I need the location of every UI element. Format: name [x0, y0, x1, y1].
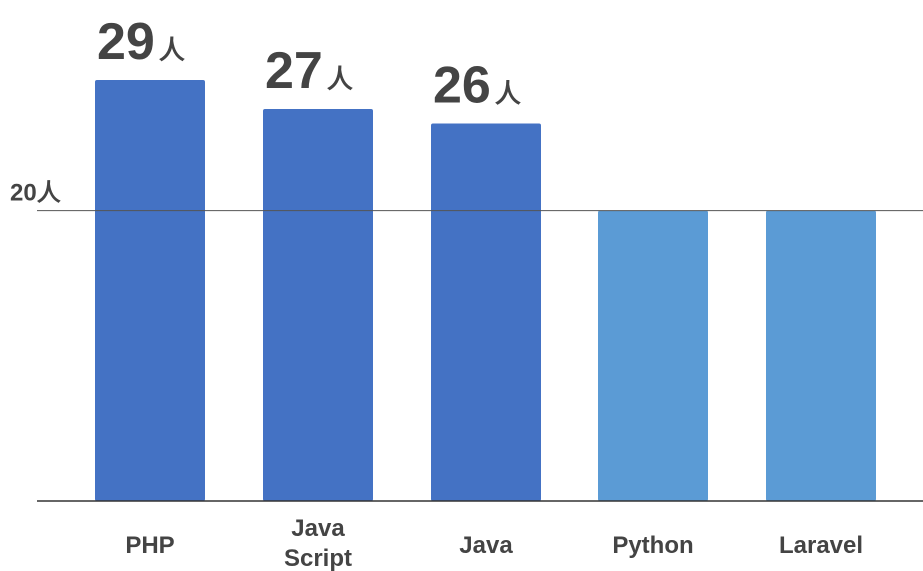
data-label-1: 27 人 — [265, 42, 353, 100]
data-label-unit: 人 — [159, 36, 185, 66]
bar-1 — [263, 109, 373, 501]
reference-line-label: 20人 — [10, 180, 61, 207]
data-label-unit: 人 — [327, 65, 353, 95]
data-label-2: 26 人 — [433, 57, 521, 115]
bar-3 — [598, 210, 708, 502]
data-label-unit: 人 — [495, 80, 521, 110]
bar-2 — [431, 123, 541, 501]
bar-4 — [766, 210, 876, 502]
data-label-number: 27 — [265, 42, 323, 100]
data-label-0: 29 人 — [97, 13, 185, 71]
bars-layer — [95, 80, 876, 502]
reference-layer: 20人 — [10, 180, 923, 212]
category-label-4: Laravel — [779, 532, 863, 559]
data-label-number: 29 — [97, 13, 155, 71]
category-label-line: Script — [284, 545, 352, 571]
category-label-2: Java — [459, 532, 513, 559]
category-label-1: Java Script — [284, 515, 352, 571]
category-labels-layer: PHP Java Script Java Python Laravel — [125, 515, 863, 571]
category-label-0: PHP — [125, 532, 174, 559]
category-label-3: Python — [612, 532, 693, 559]
bar-0 — [95, 80, 205, 501]
data-labels-layer: 29 人 27 人 26 人 — [97, 13, 521, 115]
category-label-line: Java — [291, 515, 345, 542]
data-label-number: 26 — [433, 57, 491, 115]
